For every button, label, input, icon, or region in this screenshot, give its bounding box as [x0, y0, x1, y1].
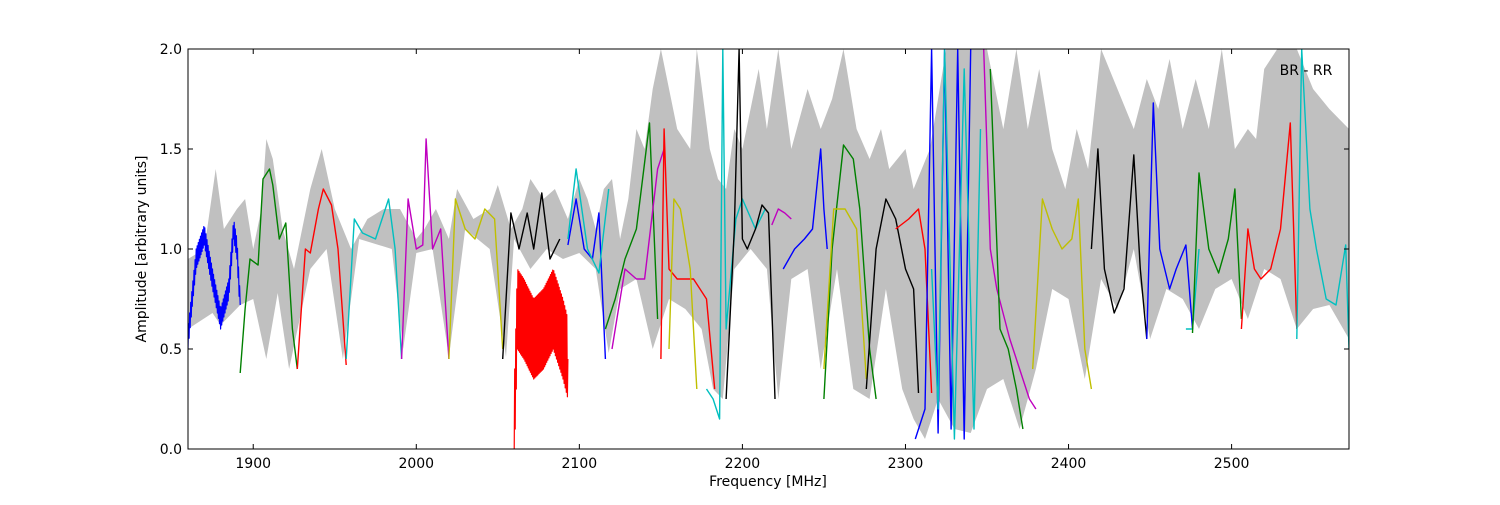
series-line-27 — [1090, 148, 1148, 340]
envelope-band — [188, 49, 1349, 439]
series-line-20 — [865, 198, 920, 394]
x-tick-label: 2300 — [888, 456, 924, 472]
y-tick-label: 1.0 — [160, 242, 182, 258]
series-line-25 — [989, 68, 1024, 430]
plot-area: 1900 2000 2100 2200 2300 2400 2500 0.0 0.5 1.0 1.5… — [160, 42, 1350, 472]
series-line-5 — [448, 198, 504, 360]
series-line-8 — [567, 198, 607, 360]
series-line-11 — [611, 148, 665, 350]
x-tick-label: 2200 — [725, 456, 761, 472]
tick-layer: 1900 2000 2100 2200 2300 2400 2500 0.0 0.5 1.0 1.5… — [160, 42, 1349, 472]
series-line-26 — [1032, 198, 1093, 390]
series-line-24 — [983, 49, 1037, 410]
series-line-15 — [725, 49, 776, 400]
series-line-4 — [400, 138, 450, 360]
series-line-14 — [705, 49, 766, 420]
y-tick-label: 2.0 — [160, 42, 182, 58]
series-line-17 — [782, 148, 828, 270]
y-axis-label: Amplitude [arbitrary units] — [134, 156, 150, 343]
series-line-3 — [345, 198, 403, 360]
series-line-12 — [660, 128, 716, 390]
series-line-22 — [914, 49, 972, 440]
series-line-10 — [604, 122, 659, 330]
series-line-1 — [239, 168, 298, 374]
y-tick-label: 0.0 — [160, 442, 182, 458]
x-tick-label: 2000 — [398, 456, 434, 472]
series-line-9 — [567, 168, 610, 274]
series-line-0 — [188, 221, 241, 350]
series-line-31 — [1240, 122, 1298, 330]
series-line-6 — [502, 192, 561, 360]
series-line-2 — [296, 188, 347, 370]
series-line-28 — [1146, 102, 1194, 340]
series-line-32 — [1296, 49, 1349, 350]
series-line-19 — [823, 208, 867, 380]
panel-annotation: BR - RR — [1280, 63, 1333, 79]
x-tick-label: 2100 — [562, 456, 598, 472]
series-line-7 — [513, 269, 569, 449]
series-line-16 — [771, 208, 792, 226]
series-layer — [188, 49, 1349, 449]
series-line-23 — [930, 49, 982, 440]
x-axis-label: Frequency [MHz] — [709, 474, 827, 490]
y-tick-label: 1.5 — [160, 142, 182, 158]
y-tick-label: 0.5 — [160, 342, 182, 358]
background-band-layer — [188, 49, 1349, 439]
x-tick-label: 2500 — [1214, 456, 1250, 472]
x-tick-label: 1900 — [235, 456, 271, 472]
series-line-13 — [668, 198, 698, 390]
x-tick-label: 2400 — [1051, 456, 1087, 472]
series-line-30 — [1191, 172, 1243, 334]
